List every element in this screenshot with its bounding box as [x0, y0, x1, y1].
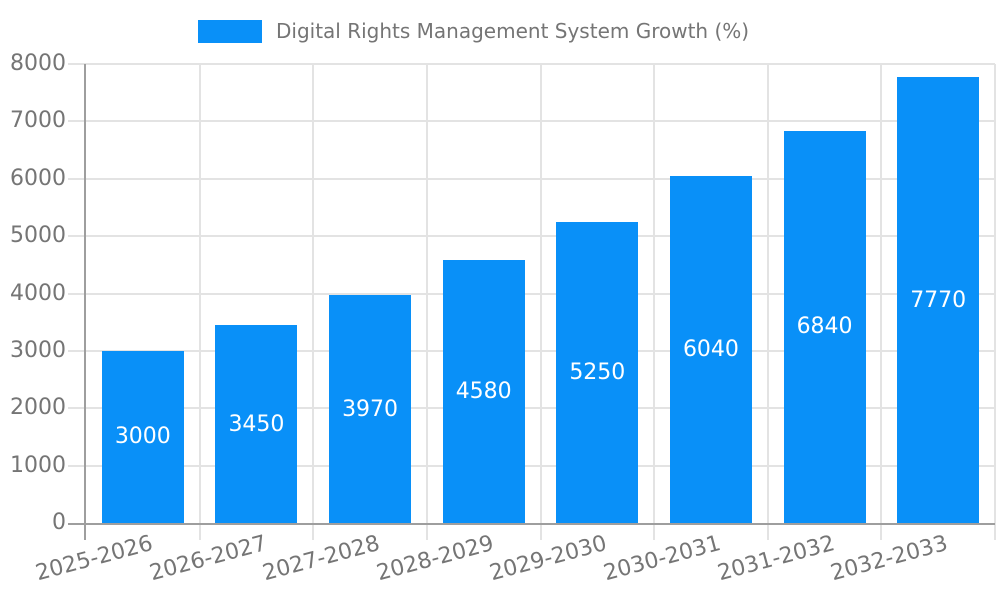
gridline-vertical: [312, 64, 315, 540]
x-tick-label: 2031-2032: [714, 531, 838, 587]
gridline-horizontal: [68, 407, 995, 410]
y-axis-line: [84, 64, 86, 540]
bar[interactable]: 3000: [101, 350, 184, 523]
bar[interactable]: 5250: [556, 221, 639, 523]
bar-value-label: 3000: [114, 424, 171, 450]
gridline-vertical: [539, 64, 542, 540]
y-tick-label: 8000: [10, 51, 66, 76]
legend-label: Digital Rights Management System Growth …: [276, 19, 750, 43]
bar-value-label: 3450: [228, 411, 285, 437]
bar-value-label: 3970: [342, 396, 399, 422]
chart-legend[interactable]: Digital Rights Management System Growth …: [198, 15, 749, 47]
x-tick-label: 2029-2030: [487, 531, 610, 587]
bar-value-label: 5250: [569, 359, 626, 385]
gridline-vertical: [994, 64, 996, 540]
x-tick-label: 2027-2028: [260, 531, 383, 587]
bar-value-label: 6040: [682, 337, 739, 363]
y-tick-label: 2000: [10, 395, 66, 421]
x-tick-label: 2030-2031: [601, 531, 724, 587]
x-tick-label: 2026-2027: [146, 531, 269, 587]
gridline-horizontal: [68, 464, 995, 467]
bar[interactable]: 3970: [329, 295, 412, 523]
x-tick-label: 2032-2033: [828, 531, 951, 587]
bar[interactable]: 6840: [783, 130, 866, 523]
y-tick-label: 7000: [10, 108, 66, 134]
y-tick-label: 3000: [10, 337, 66, 363]
bar-value-label: 4580: [455, 379, 512, 405]
bar[interactable]: 6040: [669, 176, 752, 523]
legend-color-swatch: [198, 19, 262, 43]
gridline-horizontal: [68, 349, 995, 352]
x-tick-label: 2028-2029: [373, 531, 497, 587]
gridline-vertical: [425, 64, 428, 540]
y-tick-label: 4000: [10, 280, 66, 306]
y-tick-label: 5000: [10, 223, 66, 249]
gridline-horizontal: [68, 292, 995, 295]
gridline-vertical: [653, 64, 656, 540]
bar[interactable]: 4580: [442, 260, 525, 523]
gridline-vertical: [766, 64, 769, 540]
y-tick-label: 6000: [10, 165, 66, 191]
x-axis-line: [68, 523, 995, 525]
gridline-vertical: [880, 64, 883, 540]
gridline-horizontal: [68, 177, 995, 180]
bar-value-label: 6840: [796, 314, 853, 340]
gridline-horizontal: [68, 235, 995, 238]
bar[interactable]: 7770: [897, 77, 980, 523]
bar-value-label: 7770: [910, 287, 967, 313]
bar[interactable]: 3450: [215, 325, 298, 523]
x-tick-label: 2025-2026: [32, 531, 156, 587]
gridline-horizontal: [68, 63, 995, 65]
y-tick-label: 1000: [10, 452, 66, 478]
gridline-vertical: [198, 64, 201, 540]
gridline-horizontal: [68, 120, 995, 123]
y-tick-label: 0: [52, 510, 66, 535]
